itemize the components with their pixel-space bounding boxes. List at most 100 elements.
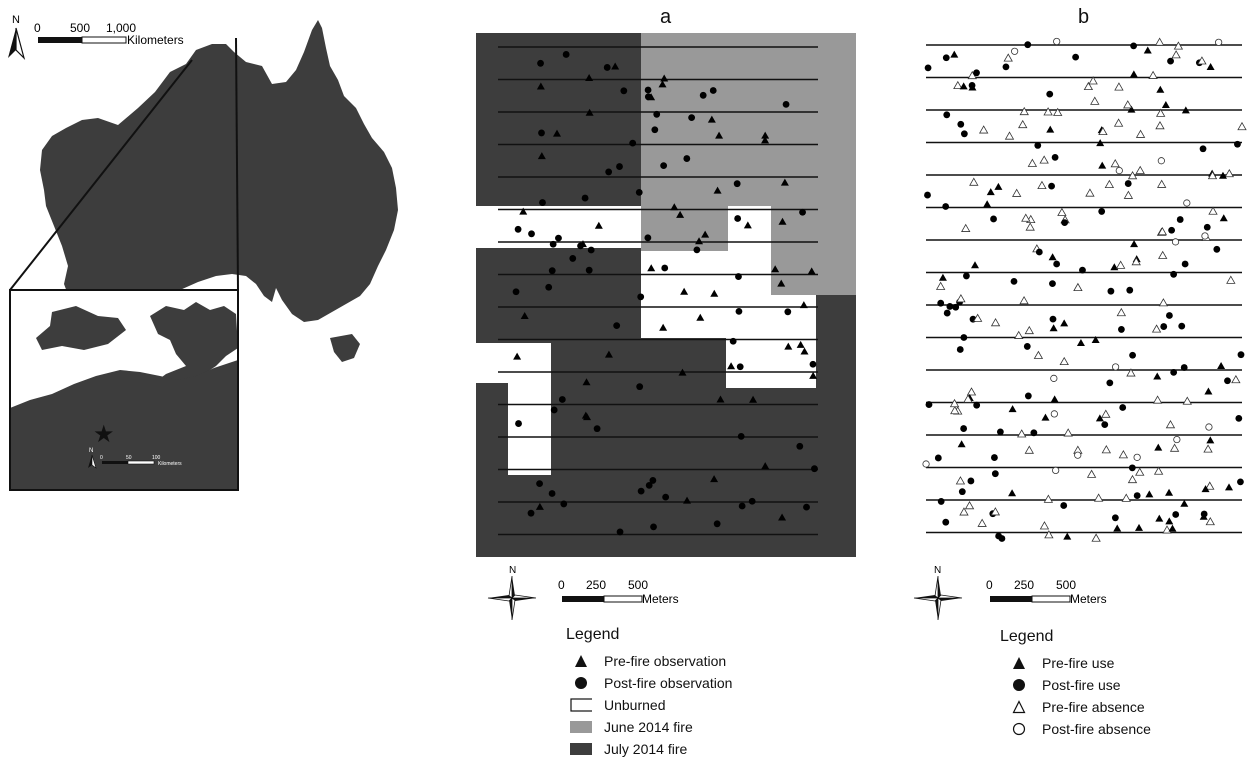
- pre-fire-use-marker: [1008, 405, 1017, 413]
- pre-fire-use-marker: [1153, 372, 1162, 380]
- pre-fire-use-marker: [1180, 499, 1189, 507]
- pre-fire-absence-marker: [1171, 50, 1181, 59]
- pre-fire-absence-marker: [1231, 374, 1241, 384]
- pre-fire-use-marker: [1049, 324, 1058, 332]
- pre-fire-absence-marker: [1039, 521, 1050, 530]
- pre-fire-use-marker: [959, 82, 968, 90]
- post-fire-use-marker: [996, 428, 1004, 436]
- post-fire-observation-marker: [735, 273, 742, 280]
- legend-item: Pre-fire observation: [566, 650, 732, 672]
- svg-text:250: 250: [586, 578, 606, 592]
- post-fire-use-marker: [1124, 180, 1132, 187]
- post-fire-observation-marker: [555, 234, 562, 242]
- post-fire-use-marker: [1130, 42, 1138, 50]
- pre-fire-absence-marker: [977, 518, 987, 527]
- pre-fire-use-marker: [1218, 171, 1227, 179]
- post-fire-use-marker: [1160, 323, 1168, 330]
- pre-fire-absence-marker: [1169, 443, 1180, 452]
- pre-fire-absence-marker: [1086, 469, 1097, 478]
- svg-text:Kilometers: Kilometers: [158, 461, 182, 467]
- pre-fire-observation-marker: [761, 131, 770, 139]
- pre-fire-absence-marker: [1158, 250, 1168, 259]
- svg-text:500: 500: [628, 578, 648, 592]
- pre-fire-use-marker: [1155, 514, 1164, 522]
- post-fire-observation-marker: [593, 425, 601, 433]
- legend-title: Legend: [1000, 628, 1054, 645]
- post-fire-use-marker: [1181, 260, 1189, 268]
- post-fire-observation-marker: [616, 528, 624, 536]
- pre-fire-absence-marker: [1226, 275, 1236, 284]
- post-fire-observation-marker: [729, 337, 737, 345]
- legend-item: Pre-fire absence: [1000, 696, 1151, 718]
- panel-b-label: b: [1078, 6, 1090, 28]
- pre-fire-absence-marker: [1057, 207, 1067, 216]
- scale-tick-1: 500: [70, 21, 90, 35]
- post-fire-use-marker: [1170, 368, 1178, 376]
- pre-fire-observation-marker: [780, 178, 789, 186]
- pre-fire-use-marker: [1048, 253, 1057, 261]
- pre-fire-observation-marker: [799, 301, 808, 309]
- post-fire-observation-marker: [738, 502, 746, 510]
- post-fire-observation-marker: [635, 188, 643, 196]
- pre-fire-use-marker: [1096, 139, 1105, 147]
- pre-fire-use-marker: [1063, 532, 1072, 540]
- pre-fire-absence-marker: [990, 318, 1001, 327]
- post-fire-observation-marker: [713, 520, 721, 528]
- pre-fire-absence-marker: [1131, 257, 1141, 266]
- post-fire-use-marker: [1213, 245, 1221, 253]
- pre-fire-absence-marker: [1127, 170, 1138, 180]
- pre-fire-observation-marker: [519, 207, 528, 215]
- pre-fire-use-marker: [1076, 338, 1085, 346]
- post-fire-observation-marker: [515, 420, 522, 427]
- pre-fire-observation-marker: [604, 350, 613, 358]
- post-fire-use-marker: [1128, 464, 1136, 472]
- panel-a-legend: Legend Pre-fire observation Post-fire ob…: [566, 626, 732, 760]
- post-fire-absence-marker: [1011, 47, 1019, 55]
- pre-fire-absence-marker: [1011, 188, 1022, 197]
- panel-a-north-arrow-icon: N: [487, 565, 537, 621]
- post-fire-observation-marker: [528, 230, 535, 238]
- pre-fire-absence-marker: [961, 223, 971, 232]
- pre-fire-absence-marker: [969, 177, 979, 186]
- pre-fire-absence-marker: [950, 405, 960, 415]
- legend-item: Unburned: [566, 694, 732, 716]
- post-fire-absence-marker: [1053, 37, 1061, 46]
- post-fire-use-marker: [952, 303, 960, 311]
- post-fire-observation-marker: [616, 163, 623, 170]
- post-fire-absence-marker: [1050, 374, 1058, 382]
- pre-fire-use-marker: [1046, 125, 1055, 133]
- unburned-zone: [508, 383, 551, 475]
- pre-fire-absence-marker: [1017, 429, 1027, 438]
- post-fire-observation-marker: [512, 288, 520, 296]
- post-fire-observation-marker: [645, 481, 653, 489]
- july-fire-zone: [476, 248, 641, 343]
- post-fire-observation-marker: [799, 208, 806, 216]
- post-fire-absence-marker: [1052, 466, 1060, 475]
- pre-fire-absence-marker: [1158, 298, 1169, 307]
- pre-fire-absence-marker: [1123, 100, 1133, 109]
- post-fire-use-marker: [973, 401, 981, 409]
- pre-fire-observation-marker: [696, 313, 705, 321]
- panel-b-legend: Legend Pre-fire use Post-fire use Pre-fi…: [1000, 628, 1151, 740]
- svg-text:N: N: [89, 448, 93, 454]
- pre-fire-absence-marker: [1039, 155, 1049, 164]
- unburned-zone: [728, 206, 771, 295]
- pre-fire-observation-marker: [784, 342, 793, 350]
- pre-fire-absence-marker: [1063, 428, 1073, 437]
- post-fire-observation-marker: [613, 322, 621, 330]
- june-fire-zone: [641, 33, 856, 206]
- pre-fire-observation-marker: [585, 108, 594, 116]
- unburned-zone: [476, 343, 551, 383]
- pre-fire-use-marker: [1217, 362, 1226, 370]
- post-fire-use-marker: [934, 454, 942, 462]
- pre-fire-absence-marker: [1059, 356, 1069, 366]
- pre-fire-observation-marker: [537, 152, 546, 160]
- legend-item: June 2014 fire: [566, 716, 732, 738]
- post-fire-observation-marker: [748, 497, 756, 505]
- post-fire-use-marker: [1023, 343, 1031, 350]
- pre-fire-absence-marker: [1043, 107, 1053, 116]
- open-circle-icon: [1008, 722, 1030, 736]
- scale-tick-0: 0: [34, 21, 41, 35]
- pre-fire-observation-marker: [676, 210, 685, 218]
- scale-tick-2: 1,000: [106, 21, 136, 35]
